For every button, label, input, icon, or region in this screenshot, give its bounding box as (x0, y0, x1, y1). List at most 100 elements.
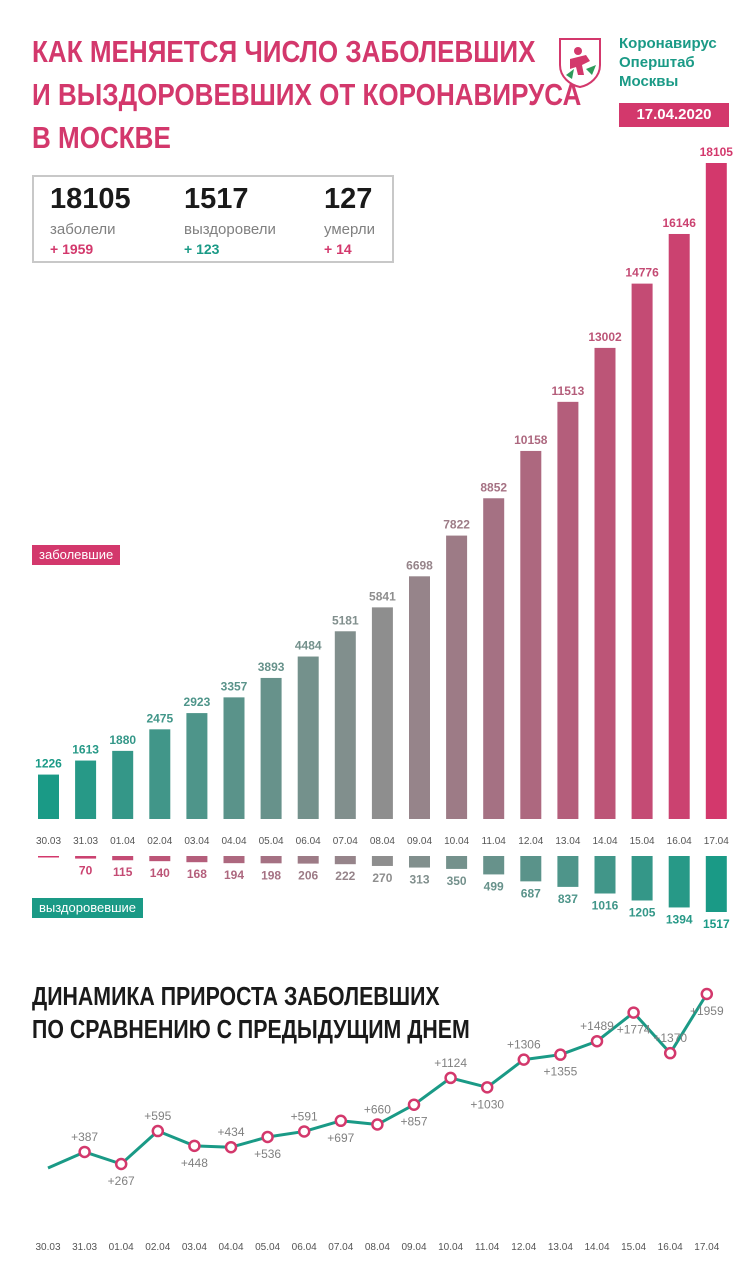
growth-point-label: +1370 (653, 1031, 687, 1045)
cases-bar-label: 5181 (332, 613, 359, 627)
growth-point-label: +697 (327, 1131, 354, 1145)
growth-title-line-1: ДИНАМИКА ПРИРОСТА ЗАБОЛЕВШИХ (32, 981, 440, 1011)
cases-bar (334, 631, 356, 819)
recovered-bar (631, 856, 653, 901)
bar-x-tick-label: 17.04 (704, 836, 729, 847)
growth-point-label: +448 (181, 1156, 208, 1170)
bar-x-tick-label: 07.04 (333, 836, 358, 847)
line-x-tick-label: 12.04 (511, 1242, 536, 1253)
stat-recovered-delta: + 123 (184, 241, 220, 257)
recovered-bar (705, 856, 727, 912)
growth-point-label: +595 (144, 1109, 171, 1123)
bar-x-tick-label: 04.04 (221, 836, 246, 847)
recovered-bar-label: 1394 (666, 912, 693, 926)
recovered-bar-label: 687 (521, 886, 541, 900)
title-line-3: В МОСКВЕ (32, 120, 171, 155)
stat-deaths-label: умерли (324, 221, 375, 238)
line-x-tick-label: 05.04 (255, 1242, 280, 1253)
growth-point-label: +1124 (434, 1056, 467, 1070)
recovered-bar (149, 856, 171, 862)
cases-bar (149, 729, 171, 819)
bar-x-tick-label: 02.04 (147, 836, 172, 847)
growth-point-label: +1306 (507, 1038, 541, 1052)
cases-bar-chart: 1226 30.03 1613 31.03 70 1880 01.04 115 2475 02.0… (35, 145, 733, 931)
cases-bar-label: 1613 (72, 743, 99, 757)
line-x-tick-label: 16.04 (658, 1242, 683, 1253)
cases-bar-label: 2475 (146, 711, 173, 725)
growth-point (334, 1114, 348, 1128)
recovered-bar (594, 856, 616, 894)
line-x-tick-label: 03.04 (182, 1242, 207, 1253)
growth-chart-title: ДИНАМИКА ПРИРОСТА ЗАБОЛЕВШИХ ПО СРАВНЕНИ… (32, 980, 470, 1046)
legend-recovered-tag: выздоровевшие (32, 898, 144, 918)
bar-x-tick-label: 01.04 (110, 836, 135, 847)
bar-x-tick-label: 13.04 (555, 836, 580, 847)
cases-bar (186, 713, 208, 819)
recovered-bar-label: 115 (113, 865, 133, 879)
recovered-bar (260, 856, 282, 864)
growth-title-line-2: ПО СРАВНЕНИЮ С ПРЕДЫДУЩИМ ДНЕМ (32, 1014, 470, 1044)
bar-x-tick-label: 03.04 (184, 836, 209, 847)
recovered-bar-label: 350 (447, 874, 467, 888)
growth-point (78, 1145, 91, 1159)
legend-cases-tag: заболевшие (32, 545, 121, 565)
growth-point (590, 1034, 604, 1048)
recovered-bar (297, 856, 319, 864)
cases-bar (371, 607, 393, 819)
line-x-tick-label: 08.04 (365, 1242, 390, 1253)
bar-x-tick-label: 12.04 (518, 836, 543, 847)
cases-bar (297, 656, 319, 819)
cases-bar-label: 2923 (184, 695, 211, 709)
cases-bar-label: 13002 (588, 330, 622, 344)
cases-bar-label: 11513 (552, 384, 585, 398)
cases-bar (409, 576, 430, 819)
line-x-tick-label: 11.04 (475, 1242, 500, 1253)
cases-bar-label: 6698 (406, 558, 433, 572)
growth-point-label: +1489 (580, 1019, 614, 1033)
cases-bar (112, 750, 134, 819)
growth-point-label: +591 (291, 1109, 318, 1123)
cases-bar (557, 401, 579, 819)
logo-line-3: Москвы (619, 73, 679, 90)
cases-bar (631, 283, 653, 819)
growth-point-label: +1030 (470, 1097, 504, 1111)
date-badge: 17.04.2020 (619, 103, 729, 127)
growth-point (700, 987, 714, 1001)
cases-bar-label: 1880 (109, 733, 136, 747)
stat-cases-label: заболели (50, 221, 116, 238)
cases-bar (705, 163, 727, 819)
line-x-tick-label: 14.04 (584, 1242, 609, 1253)
growth-point-label: +857 (400, 1115, 427, 1129)
cases-bar (223, 697, 245, 819)
recovered-bar-label: 168 (187, 867, 207, 881)
recovered-bar (112, 856, 134, 861)
recovered-bar-label: 1016 (592, 899, 619, 913)
recovered-bar-label: 313 (409, 873, 429, 887)
stat-cases-delta: + 1959 (50, 241, 94, 257)
growth-point (188, 1139, 201, 1153)
cases-bar-label: 7822 (443, 518, 470, 532)
line-x-tick-label: 15.04 (621, 1242, 646, 1253)
bar-x-tick-label: 31.03 (73, 836, 98, 847)
logo-line-1: Коронавирус (619, 35, 717, 52)
recovered-bar (409, 856, 430, 868)
cases-bar-label: 3357 (221, 679, 248, 693)
growth-point (407, 1098, 421, 1111)
growth-point-label: +1355 (544, 1065, 578, 1079)
recovered-bar (446, 856, 468, 869)
stat-deaths-delta: + 14 (324, 241, 352, 257)
cases-bar-label: 10158 (514, 433, 548, 447)
growth-point-label: +387 (71, 1130, 98, 1144)
growth-point-label: +434 (217, 1125, 244, 1139)
cases-bar-label: 5841 (369, 589, 396, 603)
recovered-bar (520, 856, 542, 882)
logo-line-2: Оперштаб (619, 54, 695, 71)
recovered-bar-label: 194 (224, 868, 244, 882)
stat-recovered-label: выздоровели (184, 221, 276, 238)
growth-point (627, 1006, 640, 1019)
cases-bar (260, 677, 282, 819)
recovered-bar-label: 499 (484, 879, 504, 893)
growth-point-label: +1959 (690, 1004, 724, 1018)
recovered-bar-label: 140 (150, 866, 170, 880)
line-x-tick-label: 06.04 (292, 1242, 317, 1253)
